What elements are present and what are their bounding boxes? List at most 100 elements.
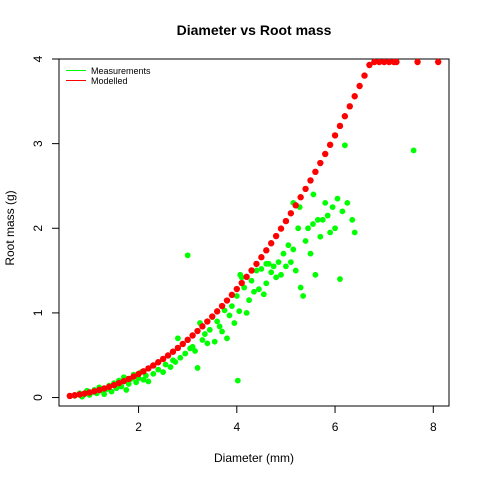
measurement-point bbox=[231, 320, 238, 326]
measurement-point bbox=[172, 359, 179, 365]
modelled-point bbox=[263, 247, 270, 254]
measurement-point bbox=[174, 335, 181, 342]
modelled-point bbox=[322, 150, 329, 158]
modelled-point bbox=[66, 392, 74, 400]
legend-label-measurements: Measurements bbox=[91, 66, 151, 76]
y-axis-label: Root mass (g) bbox=[3, 190, 17, 265]
measurement-point bbox=[167, 364, 174, 370]
measurement-point bbox=[101, 391, 108, 398]
measurement-point bbox=[214, 318, 221, 325]
measurement-point bbox=[162, 361, 169, 368]
measurement-point bbox=[270, 263, 277, 270]
measurement-point bbox=[246, 297, 252, 304]
measurement-point bbox=[150, 370, 157, 377]
modelled-point bbox=[356, 82, 363, 90]
measurement-point bbox=[297, 284, 304, 291]
modelled-point bbox=[91, 388, 98, 395]
modelled-point bbox=[184, 336, 191, 344]
measurement-point bbox=[228, 303, 235, 310]
modelled-point bbox=[120, 377, 128, 385]
modelled-point bbox=[96, 386, 103, 394]
modelled-point bbox=[326, 141, 334, 149]
modelled-point bbox=[228, 291, 236, 299]
measurement-point bbox=[140, 376, 147, 383]
modelled-point bbox=[351, 93, 358, 100]
modelled-point bbox=[218, 302, 226, 310]
series-layer bbox=[66, 58, 442, 400]
modelled-point bbox=[140, 368, 147, 375]
modelled-point bbox=[380, 58, 388, 66]
measurement-point bbox=[332, 225, 338, 232]
measurement-point bbox=[314, 216, 321, 223]
measurement-point bbox=[226, 312, 233, 319]
measurement-point bbox=[349, 216, 356, 223]
x-tick-label-1: 4 bbox=[233, 420, 240, 434]
modelled-point bbox=[130, 373, 137, 380]
measurement-point bbox=[410, 147, 417, 154]
modelled-point bbox=[258, 254, 265, 261]
y-tick-label-1: 1 bbox=[31, 309, 45, 316]
measurement-point bbox=[125, 381, 132, 387]
measurement-point bbox=[145, 378, 152, 385]
measurement-point bbox=[201, 331, 208, 337]
measurement-point bbox=[263, 280, 270, 287]
modelled-point bbox=[76, 391, 83, 398]
measurement-point bbox=[324, 212, 331, 219]
measurement-point bbox=[322, 199, 329, 206]
modelled-point bbox=[233, 285, 241, 293]
measurement-point bbox=[219, 328, 225, 335]
measurement-point bbox=[194, 365, 201, 371]
measurement-point bbox=[233, 293, 240, 299]
measurement-point bbox=[177, 354, 184, 361]
modelled-point bbox=[189, 332, 196, 339]
measurement-point bbox=[133, 379, 140, 386]
modelled-point bbox=[302, 185, 309, 193]
modelled-point bbox=[100, 385, 108, 392]
measurement-point bbox=[236, 308, 243, 315]
measurement-point bbox=[305, 225, 311, 232]
measurement-point bbox=[256, 286, 262, 293]
modelled-point bbox=[243, 273, 250, 281]
measurement-point bbox=[182, 350, 189, 357]
measurement-point bbox=[258, 265, 265, 272]
modelled-point bbox=[346, 103, 353, 110]
modelled-point bbox=[253, 260, 260, 268]
measurement-point bbox=[337, 276, 343, 282]
measurement-point bbox=[327, 229, 334, 236]
measurement-point bbox=[278, 271, 284, 278]
modelled-point bbox=[287, 210, 295, 217]
modelled-point bbox=[393, 58, 400, 66]
y-tick-label-2: 2 bbox=[31, 225, 45, 232]
measurement-point bbox=[155, 366, 162, 373]
modelled-point bbox=[376, 58, 383, 66]
measurement-point bbox=[248, 277, 255, 284]
y-tick-label-3: 3 bbox=[31, 140, 45, 147]
y-axis: 0 1 2 3 4 bbox=[31, 55, 59, 401]
measurement-point bbox=[189, 343, 196, 350]
measurement-point bbox=[184, 252, 191, 259]
measurement-point bbox=[307, 250, 314, 257]
x-axis-label: Diameter (mm) bbox=[214, 451, 294, 465]
modelled-point bbox=[238, 279, 245, 287]
measurement-point bbox=[123, 387, 130, 393]
measurement-point bbox=[310, 221, 316, 227]
modelled-point bbox=[86, 389, 93, 396]
measurement-point bbox=[211, 338, 218, 345]
measurement-point bbox=[283, 263, 289, 270]
modelled-point bbox=[385, 58, 393, 66]
measurement-point bbox=[302, 238, 309, 244]
measurement-point bbox=[268, 269, 275, 276]
legend: Measurements Modelled bbox=[61, 61, 161, 91]
measurement-point bbox=[199, 337, 206, 343]
measurement-point bbox=[339, 208, 346, 215]
modelled-point bbox=[110, 381, 118, 389]
measurement-point bbox=[292, 267, 299, 274]
modelled-point bbox=[272, 232, 280, 240]
modelled-point bbox=[267, 240, 275, 247]
measurement-point bbox=[192, 348, 198, 354]
measurement-point bbox=[290, 246, 297, 253]
measurement-point bbox=[160, 369, 167, 376]
measurement-point bbox=[329, 204, 336, 211]
modelled-point bbox=[292, 202, 299, 209]
modelled-point bbox=[223, 297, 231, 304]
